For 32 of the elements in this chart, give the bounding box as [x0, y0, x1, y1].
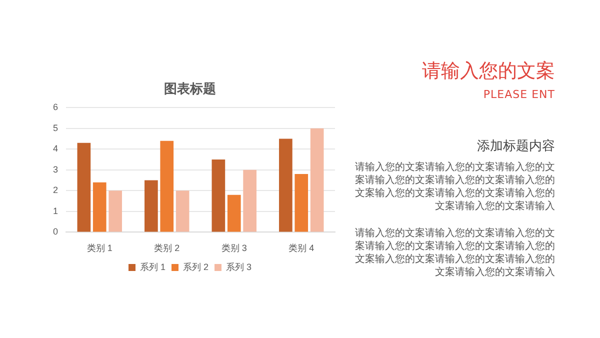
bar	[243, 170, 256, 232]
bar	[92, 182, 106, 232]
legend-label: 系列 1	[140, 262, 166, 272]
bar	[279, 138, 292, 232]
y-tick-label: 0	[52, 226, 58, 237]
y-tick-label: 3	[52, 164, 58, 174]
bar	[77, 142, 91, 232]
bar	[108, 190, 122, 232]
x-tick-label: 类别 1	[86, 243, 112, 254]
legend-label: 系列 3	[226, 262, 252, 272]
y-tick-label: 6	[52, 102, 58, 112]
bar	[294, 174, 308, 232]
text: 请输入您的文案请输入您的文案请输入您的文案请输入您的文案请输入您的文案请输入您的文案输入您的文案请输入您的文案请输入您的文案请输入您的文案请输入	[355, 161, 555, 213]
x-tick-label: 类别 3	[221, 243, 247, 254]
x-tick-label: 类别 4	[288, 243, 314, 254]
chart-title: 图表标题	[164, 82, 216, 98]
text: 请输入您的文案请输入您的文案请输入您的文案请输入您的文案请输入您的文案请输入您的文案输入您的文案请输入您的文案请输入您的文案请输入您的文案请输入	[355, 227, 555, 279]
legend-label: 系列 2	[182, 262, 209, 272]
y-tick-label: 2	[52, 185, 58, 196]
text: PLEASE ENT	[482, 88, 555, 101]
x-tick-label: 类别 2	[154, 243, 180, 254]
bar	[176, 190, 190, 232]
bar	[212, 160, 226, 232]
text: 添加标题内容	[476, 138, 555, 155]
y-tick-label: 1	[52, 206, 58, 216]
y-tick-label: 5	[52, 122, 58, 133]
text: 请输入您的文案	[421, 59, 555, 84]
bar	[310, 128, 324, 232]
bar	[227, 194, 241, 232]
y-tick-label: 4	[52, 144, 58, 154]
bar	[160, 140, 174, 232]
bar	[144, 180, 158, 232]
